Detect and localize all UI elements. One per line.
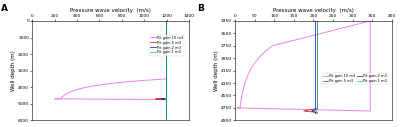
Pit gain 5 m3: [164, 20, 169, 22]
Pit gain 10 m3: [97, 84, 102, 86]
Pit gain 5 m3: [301, 110, 306, 112]
Pit gain 10 m3: [164, 99, 169, 100]
Line: Pit gain 10 m3: Pit gain 10 m3: [237, 21, 370, 111]
Pit gain 1 m3: [164, 98, 169, 100]
Pit gain 10 m3: [164, 60, 169, 62]
Pit gain 5 m3: [315, 20, 320, 22]
Pit gain 1 m3: [315, 113, 320, 114]
X-axis label: Pressure wave velocity  (m/s): Pressure wave velocity (m/s): [70, 8, 151, 13]
Pit gain 10 m3: [92, 85, 97, 86]
Pit gain 10 m3: [164, 20, 169, 22]
Pit gain 1 m3: [164, 20, 169, 22]
Y-axis label: Well depth (m): Well depth (m): [11, 50, 16, 91]
Pit gain 10 m3: [368, 20, 372, 22]
Pit gain 10 m3: [363, 21, 368, 23]
Pit gain 5 m3: [164, 99, 169, 101]
Pit gain 1 m3: [315, 20, 320, 22]
Pit gain 1 m3: [313, 110, 318, 112]
Pit gain 5 m3: [313, 112, 318, 113]
Pit gain 2 m3: [164, 120, 169, 121]
Pit gain 5 m3: [162, 98, 167, 99]
Pit gain 10 m3: [118, 82, 123, 83]
Line: Pit gain 1 m3: Pit gain 1 m3: [164, 21, 166, 120]
Pit gain 5 m3: [162, 99, 167, 100]
Pit gain 5 m3: [164, 120, 169, 121]
Line: Pit gain 10 m3: Pit gain 10 m3: [55, 21, 166, 100]
Pit gain 5 m3: [307, 109, 312, 110]
Pit gain 10 m3: [368, 75, 372, 77]
Line: Pit gain 5 m3: Pit gain 5 m3: [304, 21, 317, 114]
Pit gain 2 m3: [313, 113, 318, 114]
Pit gain 1 m3: [164, 120, 169, 121]
Pit gain 10 m3: [368, 37, 372, 38]
Pit gain 1 m3: [315, 112, 320, 113]
Pit gain 5 m3: [315, 113, 320, 114]
Pit gain 2 m3: [313, 20, 318, 22]
Pit gain 5 m3: [164, 97, 169, 99]
Pit gain 2 m3: [160, 98, 164, 100]
Pit gain 1 m3: [162, 98, 167, 100]
Pit gain 1 m3: [164, 98, 169, 100]
Text: B: B: [198, 4, 204, 13]
Line: Pit gain 2 m3: Pit gain 2 m3: [162, 21, 166, 120]
Pit gain 10 m3: [368, 83, 372, 84]
Pit gain 10 m3: [263, 108, 268, 109]
Text: A: A: [1, 4, 8, 13]
Pit gain 2 m3: [309, 110, 314, 112]
Legend: Pit gain 10 m3, Pit gain 5 m3, Pit gain 2 m3, Pit gain 1 m3: Pit gain 10 m3, Pit gain 5 m3, Pit gain …: [149, 35, 184, 55]
Pit gain 5 m3: [315, 108, 320, 109]
Line: Pit gain 5 m3: Pit gain 5 m3: [155, 21, 166, 120]
Pit gain 10 m3: [62, 94, 66, 96]
Pit gain 1 m3: [315, 109, 320, 110]
X-axis label: Pressure wave velocity  (m/s): Pressure wave velocity (m/s): [273, 8, 354, 13]
Pit gain 2 m3: [164, 99, 169, 100]
Pit gain 10 m3: [368, 20, 372, 22]
Line: Pit gain 2 m3: Pit gain 2 m3: [312, 21, 315, 114]
Pit gain 2 m3: [164, 20, 169, 22]
Pit gain 2 m3: [164, 98, 169, 100]
Pit gain 10 m3: [368, 110, 372, 112]
Pit gain 10 m3: [164, 20, 169, 22]
Pit gain 10 m3: [66, 92, 70, 94]
Pit gain 2 m3: [313, 109, 318, 110]
Pit gain 10 m3: [332, 29, 336, 31]
Line: Pit gain 1 m3: Pit gain 1 m3: [315, 21, 317, 114]
Pit gain 2 m3: [313, 112, 318, 113]
Pit gain 5 m3: [153, 98, 158, 100]
Y-axis label: Well depth (m): Well depth (m): [214, 50, 219, 91]
Legend: Pit gain 10 m3, Pit gain 5 m3, Pit gain 2 m3, Pit gain 1 m3: Pit gain 10 m3, Pit gain 5 m3, Pit gain …: [322, 73, 388, 84]
